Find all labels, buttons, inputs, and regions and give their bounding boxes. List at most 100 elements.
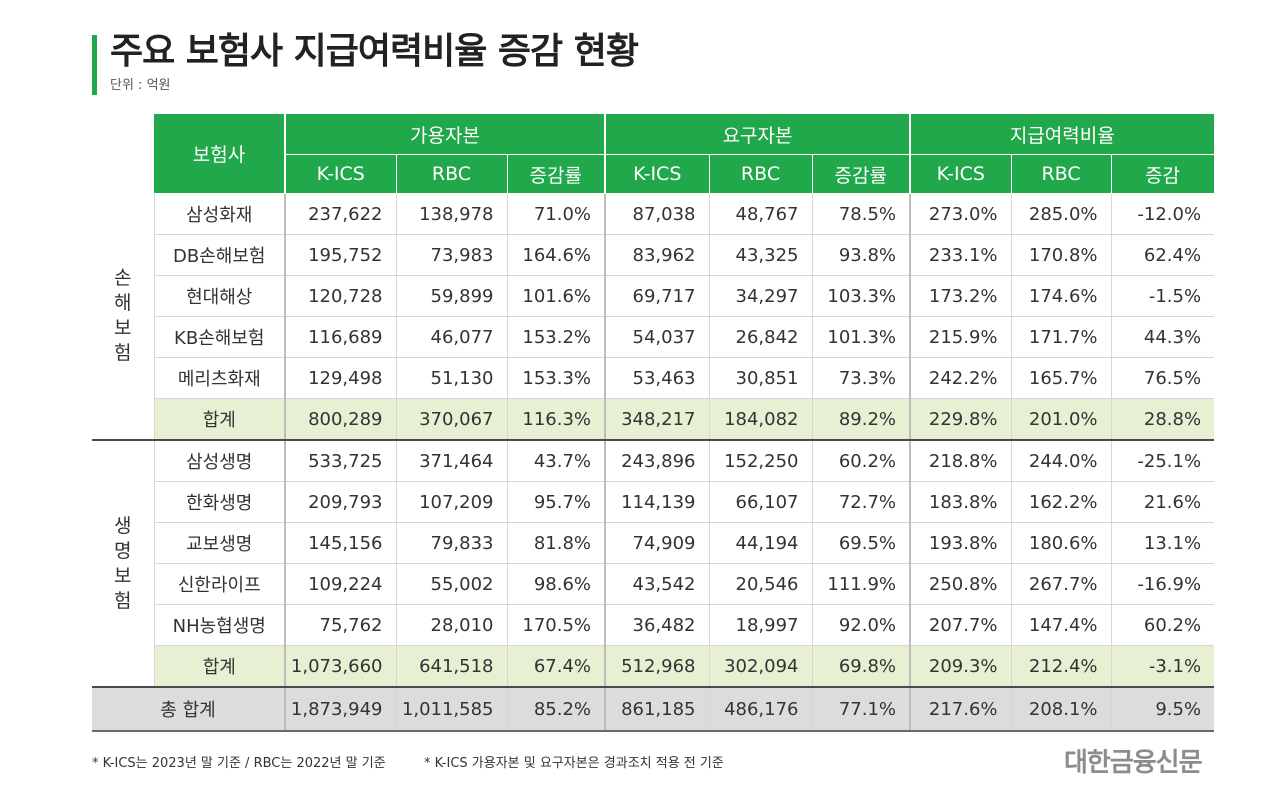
table-cell: 78.5% (812, 193, 912, 235)
table-cell: 193.8% (910, 522, 1012, 564)
table-cell: 170.5% (507, 604, 607, 646)
header-insurer: 보험사 (154, 114, 286, 194)
table-cell: 273.0% (910, 193, 1012, 235)
table-cell: 77.1% (812, 687, 912, 732)
table-cell: 101.3% (812, 316, 912, 358)
table-row: 생 명 보 험 삼성생명 533,725 371,464 43.7% 243,896 152,25… (92, 440, 1215, 688)
table-cell: 53,463 (605, 357, 710, 399)
table-cell: 81.8% (507, 522, 607, 564)
table-cell: 72.7% (812, 481, 912, 523)
table-cell: 69,717 (605, 275, 710, 317)
table-cell: 215.9% (910, 316, 1012, 358)
table-cell: 28.8% (1111, 398, 1215, 441)
table-cell: 302,094 (709, 645, 813, 688)
table-cell: 370,067 (396, 398, 508, 441)
table-cell: 486,176 (709, 687, 813, 732)
table-row: DB손해보험 195,752 73,983 164.6% 83,962 43,325 93.… (92, 234, 1215, 276)
table-cell: 36,482 (605, 604, 710, 646)
table-cell: 46,077 (396, 316, 508, 358)
grand-total-row: 총 합계 1,873,949 1,011,585 85.2% 861,185 486,17… (92, 687, 1215, 732)
insurer-name: KB손해보험 (154, 316, 286, 358)
insurer-name: NH농협생명 (154, 604, 286, 646)
table-cell: 55,002 (396, 563, 508, 605)
insurer-name: 메리츠화재 (154, 357, 286, 399)
table-cell: 173.2% (910, 275, 1012, 317)
table-row: 메리츠화재 129,498 51,130 153.3% 53,463 30,851 73.3… (92, 357, 1215, 399)
table-cell: 107,209 (396, 481, 508, 523)
table-cell: -16.9% (1111, 563, 1215, 605)
table-cell: 533,725 (285, 440, 397, 482)
footnote: * K-ICS는 2023년 말 기준 / RBC는 2022년 말 기준 (92, 756, 386, 771)
table-row: 교보생명 145,156 79,833 81.8% 74,909 44,194 69.5% 1… (92, 522, 1215, 564)
table-cell: 13.1% (1111, 522, 1215, 564)
header-group-required-capital: 요구자본 (605, 114, 912, 155)
table-cell: 73.3% (812, 357, 912, 399)
table-cell: 114,139 (605, 481, 710, 523)
table-row: NH농협생명 75,762 28,010 170.5% 36,482 18,997 92.0… (92, 604, 1215, 646)
table-cell: 120,728 (285, 275, 397, 317)
table-cell: 1,073,660 (285, 645, 397, 688)
table-cell: 183.8% (910, 481, 1012, 523)
table-cell: 229.8% (910, 398, 1012, 441)
table-cell: -1.5% (1111, 275, 1215, 317)
table-cell: 641,518 (396, 645, 508, 688)
table-cell: 60.2% (812, 440, 912, 482)
header-row-groups: 보험사 가용자본 요구자본 지급여력비율 (92, 114, 1215, 194)
table-cell: 195,752 (285, 234, 397, 276)
unit-label: 단위 : 억원 (110, 78, 171, 93)
publisher-logo: 대한금융신문 (1064, 748, 1203, 778)
table-cell: 54,037 (605, 316, 710, 358)
header-sub-change-rate: 증감률 (812, 154, 912, 194)
solvency-table: 보험사 가용자본 요구자본 지급여력비율 K-ICS RBC 증감률 K-ICS… (92, 114, 1215, 732)
table-cell: 67.4% (507, 645, 607, 688)
footnote: * K-ICS 가용자본 및 요구자본은 경과조치 적용 전 기준 (424, 756, 724, 771)
table-cell: 116,689 (285, 316, 397, 358)
table-cell: 208.1% (1011, 687, 1112, 732)
table-cell: 233.1% (910, 234, 1012, 276)
subtotal-label: 합계 (154, 645, 286, 688)
table-cell: 18,997 (709, 604, 813, 646)
table-cell: 44,194 (709, 522, 813, 564)
table-cell: 20,546 (709, 563, 813, 605)
header-sub-kics: K-ICS (285, 154, 397, 194)
table-cell: 861,185 (605, 687, 710, 732)
table-cell: 201.0% (1011, 398, 1112, 441)
header-sub-change-rate: 증감률 (507, 154, 607, 194)
subtotal-row: 합계 800,289 370,067 116.3% 348,217 184,082 89.2… (92, 398, 1215, 441)
table-cell: 218.8% (910, 440, 1012, 482)
table-cell: 267.7% (1011, 563, 1112, 605)
table-cell: 162.2% (1011, 481, 1112, 523)
table-cell: 371,464 (396, 440, 508, 482)
table-cell: 48,767 (709, 193, 813, 235)
table-row: 신한라이프 109,224 55,002 98.6% 43,542 20,546 111.9… (92, 563, 1215, 605)
table-cell: 129,498 (285, 357, 397, 399)
table-cell: 153.3% (507, 357, 607, 399)
table-cell: 43,325 (709, 234, 813, 276)
table-cell: 87,038 (605, 193, 710, 235)
table-cell: 237,622 (285, 193, 397, 235)
table-cell: 512,968 (605, 645, 710, 688)
header-sub-kics: K-ICS (910, 154, 1012, 194)
table-cell: 207.7% (910, 604, 1012, 646)
table-cell: 103.3% (812, 275, 912, 317)
table-cell: 34,297 (709, 275, 813, 317)
insurer-name: 삼성화재 (154, 193, 286, 235)
table-row: 현대해상 120,728 59,899 101.6% 69,717 34,297 103.3… (92, 275, 1215, 317)
table-cell: 75,762 (285, 604, 397, 646)
table-cell: 69.5% (812, 522, 912, 564)
header-sub-rbc: RBC (396, 154, 508, 194)
table-cell: 116.3% (507, 398, 607, 441)
insurer-name: 신한라이프 (154, 563, 286, 605)
table-cell: 101.6% (507, 275, 607, 317)
insurer-name: 삼성생명 (154, 440, 286, 482)
table-cell: 209.3% (910, 645, 1012, 688)
table-cell: 44.3% (1111, 316, 1215, 358)
table-cell: 217.6% (910, 687, 1012, 732)
table-cell: -25.1% (1111, 440, 1215, 482)
table-cell: 109,224 (285, 563, 397, 605)
table-cell: -12.0% (1111, 193, 1215, 235)
table-cell: 69.8% (812, 645, 912, 688)
table-cell: 30,851 (709, 357, 813, 399)
table-cell: 138,978 (396, 193, 508, 235)
